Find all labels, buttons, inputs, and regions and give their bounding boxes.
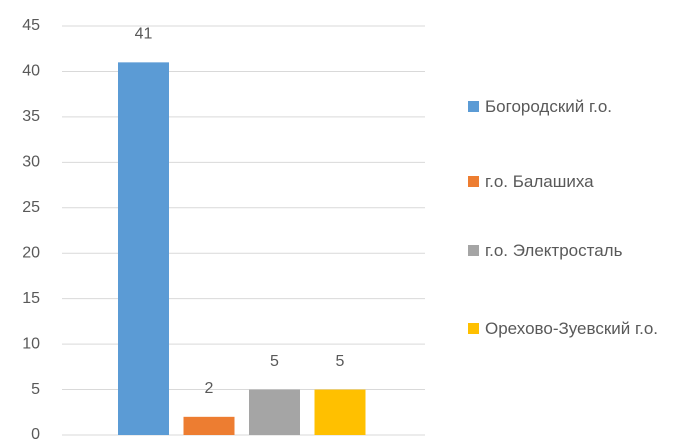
y-tick-label: 20 [22, 244, 40, 261]
y-tick-label: 30 [22, 154, 40, 171]
legend-label: г.о. Балашиха [485, 172, 594, 191]
data-label: 41 [135, 26, 153, 43]
data-label: 5 [336, 353, 345, 370]
legend-label: Богородский г.о. [485, 97, 613, 116]
legend-item: Богородский г.о. [468, 94, 676, 120]
legend-item: Орехово-Зуевский г.о. [468, 316, 676, 342]
legend-swatch [468, 245, 479, 256]
bar [314, 389, 366, 435]
data-label: 2 [205, 380, 214, 397]
y-tick-label: 0 [31, 426, 40, 439]
legend-label: Орехово-Зуевский г.о. [485, 319, 659, 338]
legend-swatch [468, 176, 479, 187]
bar [183, 416, 235, 435]
y-tick-label: 10 [22, 335, 40, 352]
y-tick-label: 15 [22, 290, 40, 307]
y-tick-label: 5 [31, 381, 40, 398]
bar [118, 62, 169, 435]
bar [249, 389, 300, 435]
legend-swatch [468, 323, 479, 334]
legend-label: г.о. Электросталь [485, 241, 623, 260]
legend-item: г.о. Балашиха [468, 169, 676, 195]
y-tick-label: 25 [22, 199, 40, 216]
data-label: 5 [270, 353, 279, 370]
y-tick-label: 35 [22, 108, 40, 125]
legend-item: г.о. Электросталь [468, 238, 676, 264]
y-tick-label: 40 [22, 63, 40, 80]
legend-swatch [468, 101, 479, 112]
y-tick-label: 45 [22, 17, 40, 34]
